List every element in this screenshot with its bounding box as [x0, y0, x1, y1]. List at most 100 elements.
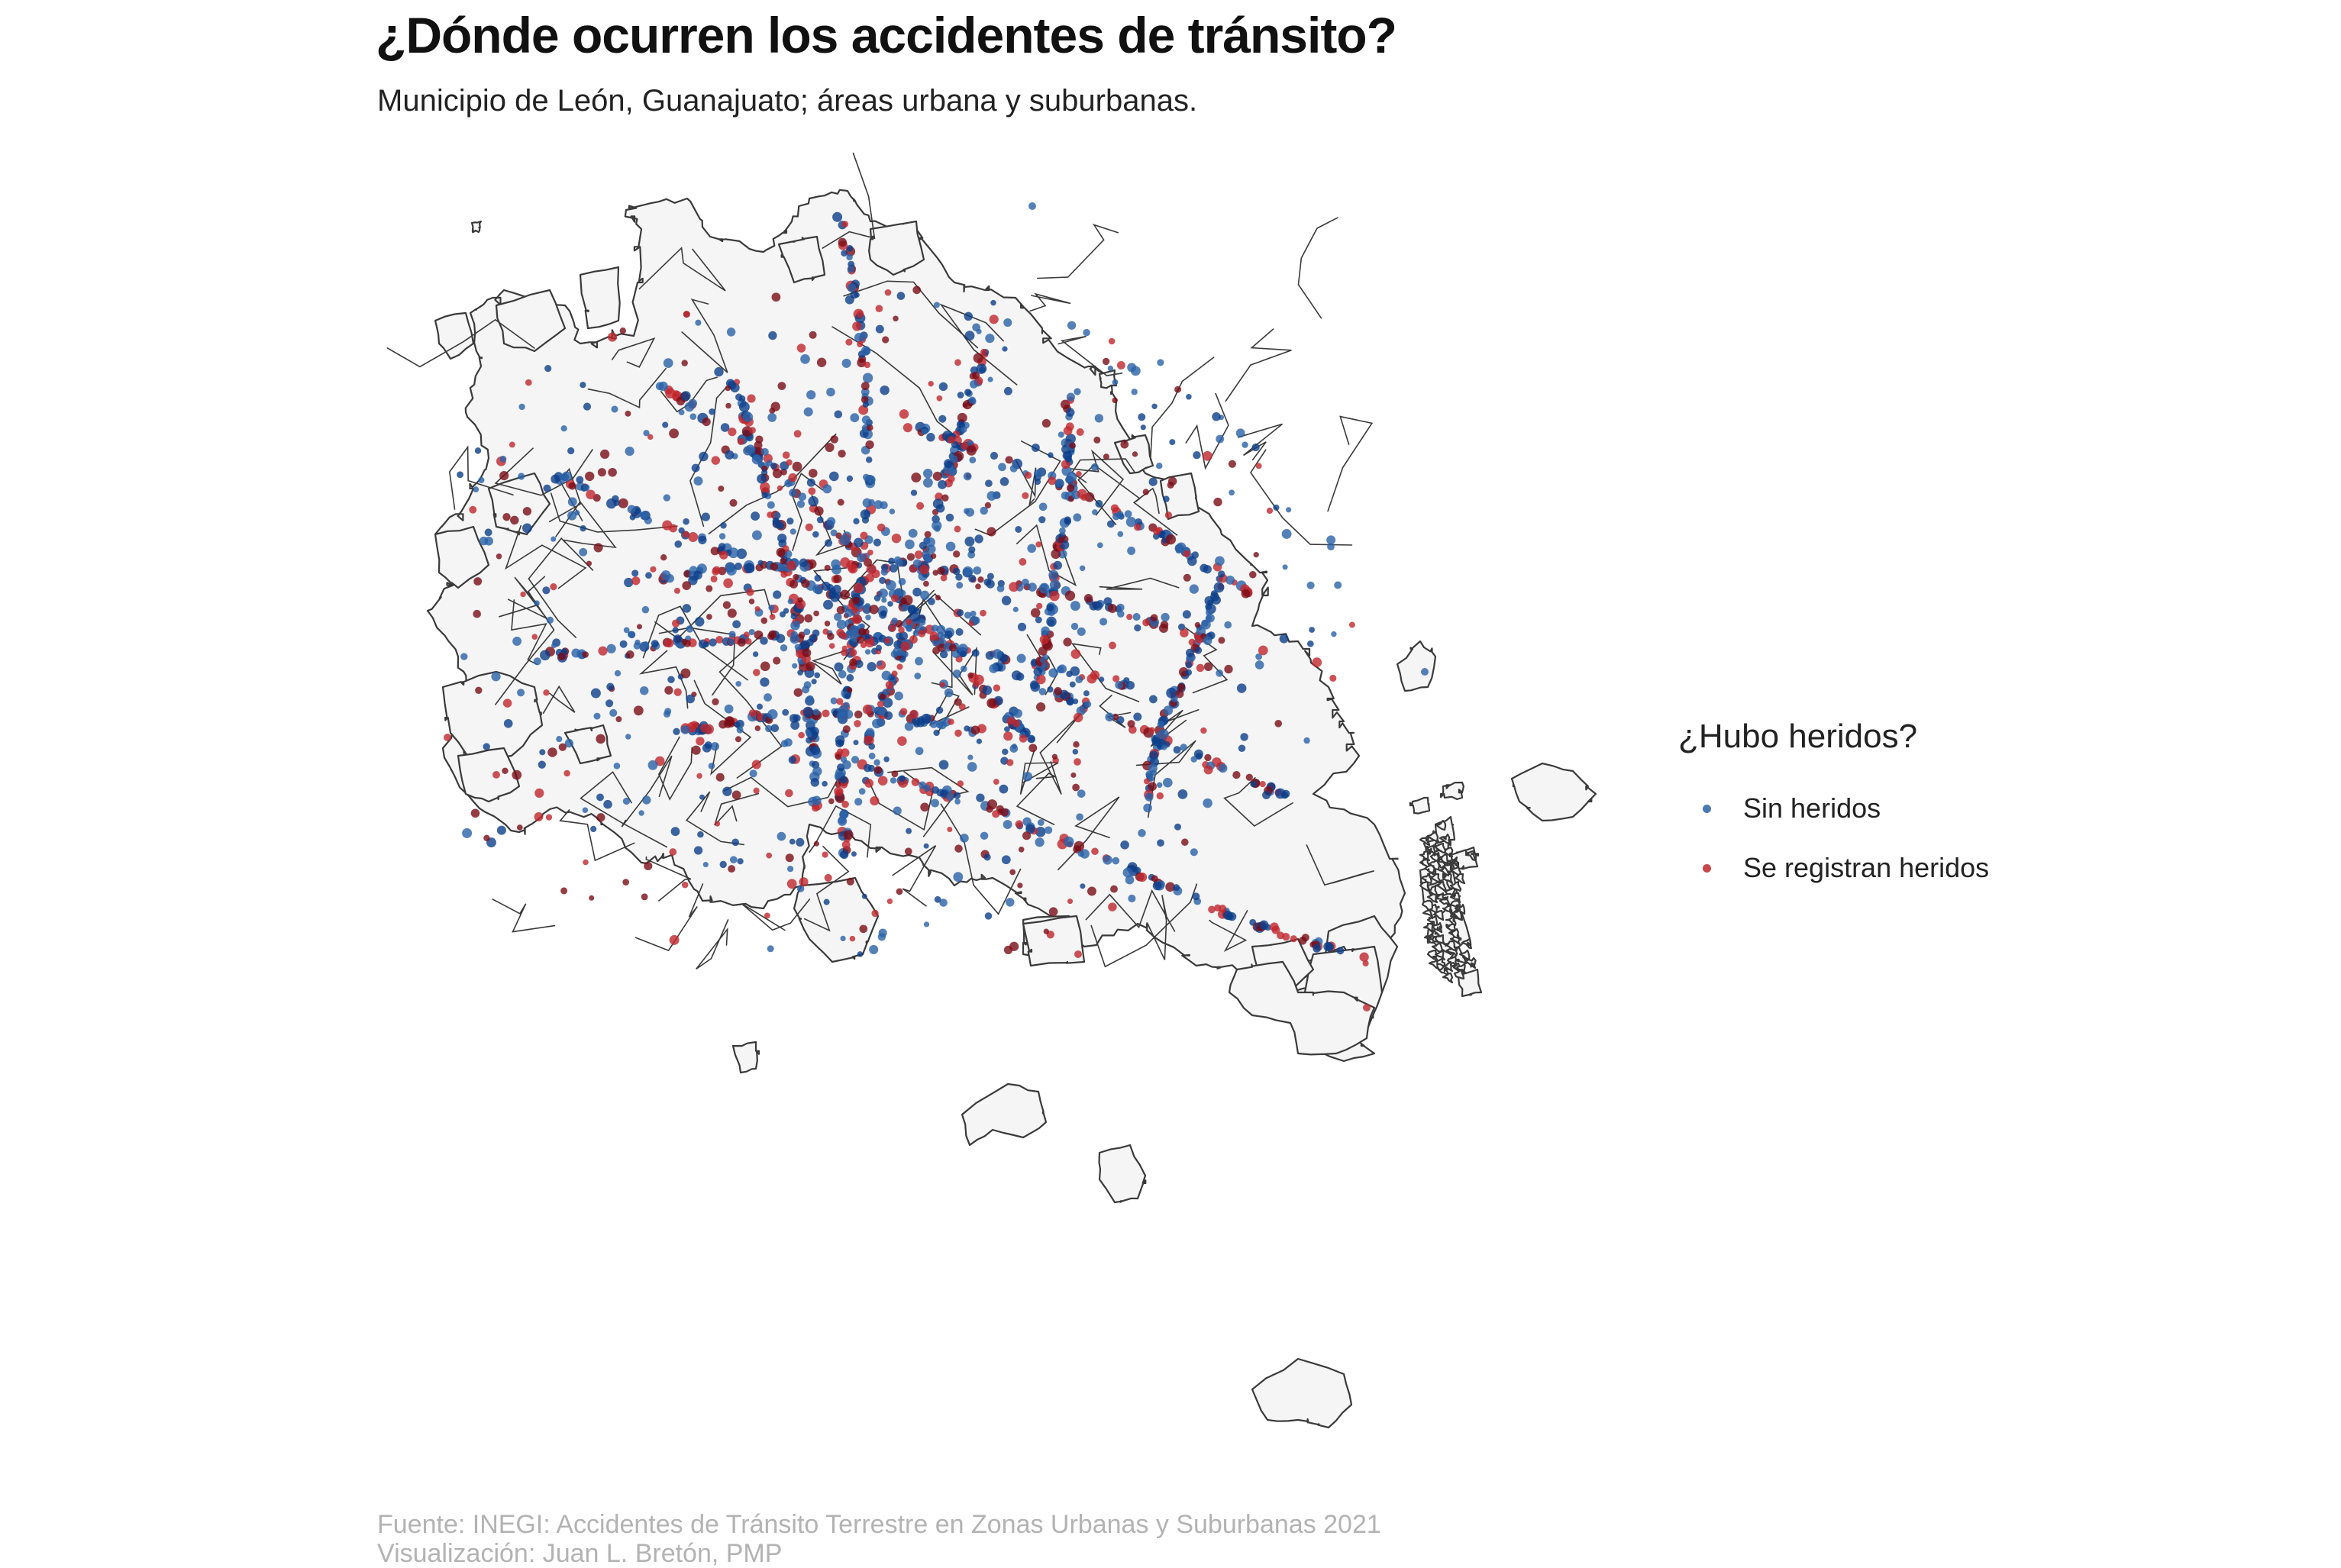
accident-point: [986, 491, 997, 501]
accident-point: [1093, 601, 1103, 611]
accident-point: [673, 688, 682, 696]
accident-point: [1215, 556, 1225, 566]
accident-point: [793, 688, 803, 697]
accident-point: [1203, 765, 1213, 775]
accident-point: [699, 794, 706, 800]
accident-point: [773, 657, 781, 665]
accident-point: [893, 556, 902, 564]
accident-point: [928, 381, 934, 387]
district-boundary: [1070, 643, 1140, 702]
accident-point: [854, 710, 863, 719]
accident-point: [499, 455, 507, 463]
accident-point: [913, 608, 921, 615]
accident-point: [1132, 451, 1138, 457]
accident-point: [673, 728, 680, 735]
accident-point: [754, 630, 764, 640]
locality-east-a: [1396, 640, 1437, 692]
accident-point: [735, 393, 743, 401]
accident-point: [964, 611, 972, 619]
accident-point: [574, 510, 580, 516]
accident-point: [802, 686, 810, 694]
accident-point: [1130, 366, 1141, 376]
accident-point: [886, 579, 896, 591]
accident-point: [884, 637, 890, 644]
accident-point: [785, 789, 793, 798]
accident-point: [1041, 626, 1050, 636]
accident-point: [683, 640, 691, 647]
urban-areas: [426, 189, 1597, 1429]
accident-point: [879, 693, 886, 700]
accident-point: [576, 476, 584, 484]
accident-point: [944, 459, 953, 469]
accident-point: [596, 734, 606, 744]
accident-point: [933, 302, 940, 308]
accident-point: [861, 415, 871, 424]
district-boundary: [542, 685, 576, 714]
locality-east-ay: [1421, 899, 1433, 911]
accident-point: [744, 637, 752, 645]
accident-point: [1019, 734, 1028, 743]
accident-point: [853, 537, 864, 548]
accident-point: [970, 725, 980, 735]
accident-point: [936, 624, 946, 634]
accident-point: [928, 598, 935, 605]
accident-point: [1072, 783, 1080, 792]
accident-point: [1127, 547, 1136, 555]
accident-point: [1076, 813, 1083, 821]
accident-point: [937, 566, 945, 575]
accident-point: [1083, 690, 1090, 697]
accident-point: [1064, 455, 1073, 463]
accident-point: [1258, 645, 1268, 656]
accident-point: [959, 650, 967, 658]
accident-points: [444, 202, 1429, 1011]
accident-point: [558, 743, 567, 751]
accident-point: [589, 895, 595, 901]
accident-point: [891, 617, 898, 624]
district-boundary: [559, 809, 635, 862]
accident-point: [853, 740, 859, 746]
locality-east-j: [1409, 796, 1431, 815]
accident-point: [1001, 855, 1011, 865]
accident-point: [664, 638, 674, 648]
accident-point: [751, 530, 762, 540]
accident-point: [920, 802, 929, 812]
accident-point: [1106, 520, 1115, 528]
accident-point: [867, 475, 876, 485]
accident-point: [669, 428, 680, 439]
accident-point: [939, 899, 948, 907]
district-boundary: [1237, 423, 1283, 461]
accident-point: [1077, 627, 1086, 636]
locality-east-s: [1464, 957, 1477, 970]
accident-point: [564, 738, 573, 748]
accident-point: [669, 848, 677, 856]
accident-point: [864, 361, 871, 369]
accident-point: [1072, 748, 1079, 755]
accident-point: [851, 851, 857, 857]
locality-east-ao: [1434, 880, 1447, 892]
accident-point: [1421, 668, 1429, 676]
accident-point: [1128, 894, 1136, 903]
accident-point: [957, 644, 968, 654]
accident-point: [1077, 789, 1086, 798]
accident-point: [1120, 440, 1129, 449]
accident-point: [954, 359, 961, 366]
district-boundary: [634, 883, 704, 952]
accident-point: [849, 624, 858, 634]
accident-point: [710, 547, 719, 556]
accident-point: [899, 409, 909, 419]
accident-point: [473, 609, 481, 618]
accident-point: [1145, 792, 1154, 802]
district-boundary: [1185, 392, 1229, 470]
accident-point: [613, 762, 621, 769]
accident-point: [483, 834, 490, 841]
accident-point: [1066, 670, 1073, 678]
accident-point: [793, 430, 802, 438]
accident-point: [582, 651, 589, 658]
accident-point: [686, 694, 695, 704]
accident-point: [755, 435, 764, 444]
accident-point: [720, 423, 730, 432]
accident-point: [1110, 504, 1119, 512]
accident-point: [650, 566, 657, 573]
accident-point: [1066, 408, 1075, 417]
accident-point: [752, 651, 759, 657]
